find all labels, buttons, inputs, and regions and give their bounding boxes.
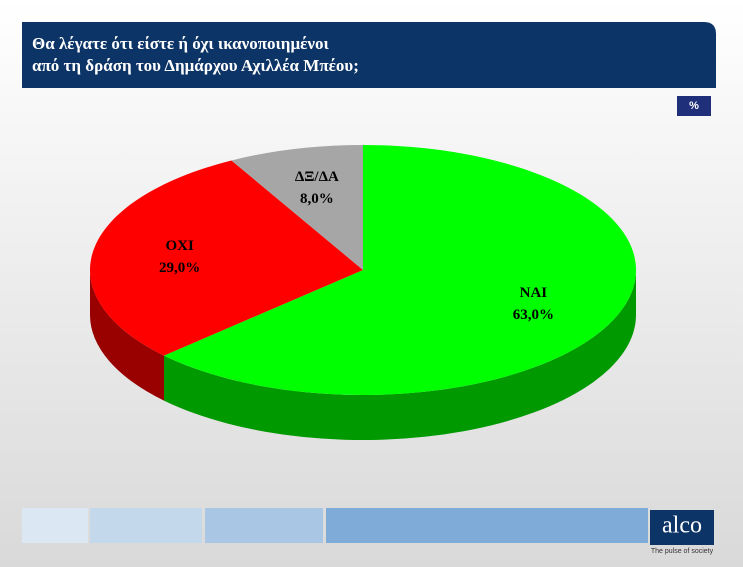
- logo-tagline: The pulse of society: [651, 548, 714, 555]
- slice-side: [90, 270, 164, 401]
- value-label: 63,0%: [513, 307, 554, 323]
- unit-badge: [677, 96, 711, 116]
- pie: [89, 145, 636, 441]
- slice: [231, 145, 363, 270]
- footer-bar: [90, 508, 202, 543]
- logo-box: [650, 510, 714, 545]
- footer-bar: [205, 508, 323, 543]
- footer-bar: [22, 508, 88, 543]
- value-label: 29,0%: [159, 260, 200, 276]
- value-label: 8,0%: [300, 191, 334, 207]
- title-box: [22, 22, 716, 88]
- slice: [163, 145, 636, 441]
- slice-label: ΔΞ/ΔΑ: [295, 169, 339, 185]
- slice-label: ΟΧΙ: [165, 238, 194, 254]
- slice-top: [231, 145, 363, 270]
- slice-side: [163, 270, 636, 441]
- slice: [89, 160, 364, 401]
- footer-bar: [326, 508, 648, 543]
- logo-name: alco: [662, 513, 702, 539]
- slice-label: ΝΑΙ: [520, 285, 548, 301]
- slice-top: [163, 145, 636, 395]
- slice-top: [89, 160, 364, 356]
- title-line: Θα λέγατε ότι είστε ή όχι ικανοποιημένοι: [32, 34, 329, 53]
- unit-label: %: [689, 100, 699, 112]
- title-line: από τη δράση του Δημάρχου Αχιλλέα Μπέου;: [32, 56, 359, 75]
